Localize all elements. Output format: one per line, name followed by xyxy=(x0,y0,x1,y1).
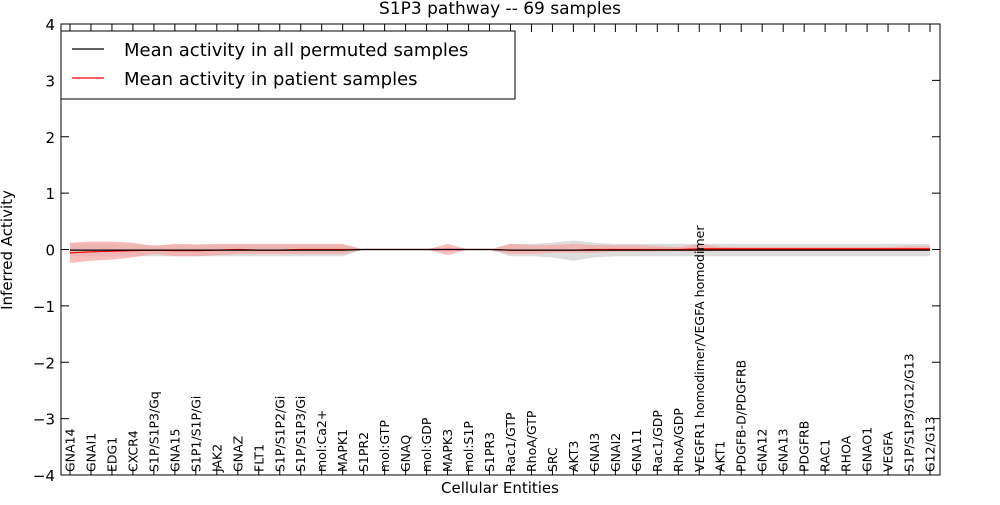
x-tick-label: S1P/S1P2/Gi xyxy=(272,396,287,472)
x-tick-label: GNAZ xyxy=(230,436,245,472)
x-tick-label: PDGFB-D/PDGFRB xyxy=(734,360,749,472)
x-tick-label: mol:S1P xyxy=(461,421,476,472)
series-line-permuted xyxy=(70,248,930,251)
x-tick-label: GNA14 xyxy=(63,428,78,472)
x-tick-label: RhoA/GTP xyxy=(524,410,539,472)
x-tick-label: GNAO1 xyxy=(860,427,875,472)
x-tick-label: GNAI3 xyxy=(587,433,602,472)
x-tick-label: Rac1/GTP xyxy=(503,412,518,472)
y-tick-label: 2 xyxy=(45,129,55,147)
y-tick-label: −4 xyxy=(33,467,55,485)
series-lines xyxy=(69,248,930,254)
x-tick-label: S1P1/S1P/Gi xyxy=(188,396,203,472)
x-tick-label: GNAI1 xyxy=(84,433,99,472)
y-axis-label: Inferred Activity xyxy=(0,190,16,310)
chart-title: S1P3 pathway -- 69 samples xyxy=(379,0,621,19)
x-tick-label: FLT1 xyxy=(251,444,266,472)
confidence-bands xyxy=(70,240,930,263)
x-tick-label: S1P/S1P3/Gi xyxy=(293,396,308,472)
x-tick-label: VEGFA xyxy=(881,431,896,472)
y-tick-label: 4 xyxy=(45,16,55,34)
axes: −4 −3 −2 −1 0 1 2 3 4 GNA14 GNAI1 EDG1 CXCR4 S1P/S1P3… xyxy=(33,16,941,485)
x-tick-label: Rac1/GDP xyxy=(650,410,665,472)
x-tick-label: mol:Ca2+ xyxy=(314,410,329,472)
legend-label-patient: Mean activity in patient samples xyxy=(124,69,418,90)
x-tick-label: mol:GDP xyxy=(419,417,434,472)
x-tick-label: GNA12 xyxy=(755,429,770,473)
x-tick-label: PDGFRB xyxy=(797,421,812,472)
x-tick-label: JAK2 xyxy=(209,444,224,473)
x-tick-label: VEGFR1 homodimer/VEGFA homodimer xyxy=(692,225,707,472)
x-tick-label: GNA11 xyxy=(629,429,644,473)
x-tick-label: AKT3 xyxy=(566,441,581,472)
legend-label-permuted: Mean activity in all permuted samples xyxy=(124,40,468,61)
x-tick-label: MAPK1 xyxy=(335,429,350,472)
x-tick-label: RhoA/GDP xyxy=(671,408,686,472)
x-tick-label: S1P/S1P3/G12/G13 xyxy=(902,353,917,472)
x-tick-label: G12/G13 xyxy=(923,417,938,472)
x-tick-label: S1PR3 xyxy=(482,432,497,472)
x-tick-label: RHOA xyxy=(839,435,854,472)
x-tick-label: GNA13 xyxy=(776,429,791,473)
y-tick-label: −1 xyxy=(33,298,55,316)
x-tick-label: RAC1 xyxy=(818,439,833,472)
x-tick-label: S1P/S1P3/Gq xyxy=(146,391,161,472)
y-tick-label: 3 xyxy=(45,72,55,90)
x-tick-label: EDG1 xyxy=(105,437,120,472)
x-tick-label: GNA15 xyxy=(167,429,182,473)
x-tick-label: GNAQ xyxy=(398,435,413,472)
legend: Mean activity in all permuted samples Me… xyxy=(60,30,516,100)
confidence-band-patient xyxy=(70,241,930,263)
x-tick-label: AKT1 xyxy=(713,441,728,472)
y-tick-label: −3 xyxy=(33,411,55,429)
x-tick-label: mol:GTP xyxy=(377,420,392,472)
y-tick-label: −2 xyxy=(33,354,55,372)
y-tick-label: 0 xyxy=(45,242,55,260)
x-tick-label: CXCR4 xyxy=(125,430,140,472)
x-tick-label: SRC xyxy=(545,447,560,472)
x-tick-label: MAPK3 xyxy=(440,429,455,472)
x-tick-label: S1PR2 xyxy=(356,432,371,472)
legend-box xyxy=(60,30,516,100)
y-tick-label: 1 xyxy=(45,185,55,203)
x-axis-label: Cellular Entities xyxy=(441,479,559,497)
x-tick-label: GNAI2 xyxy=(608,433,623,472)
